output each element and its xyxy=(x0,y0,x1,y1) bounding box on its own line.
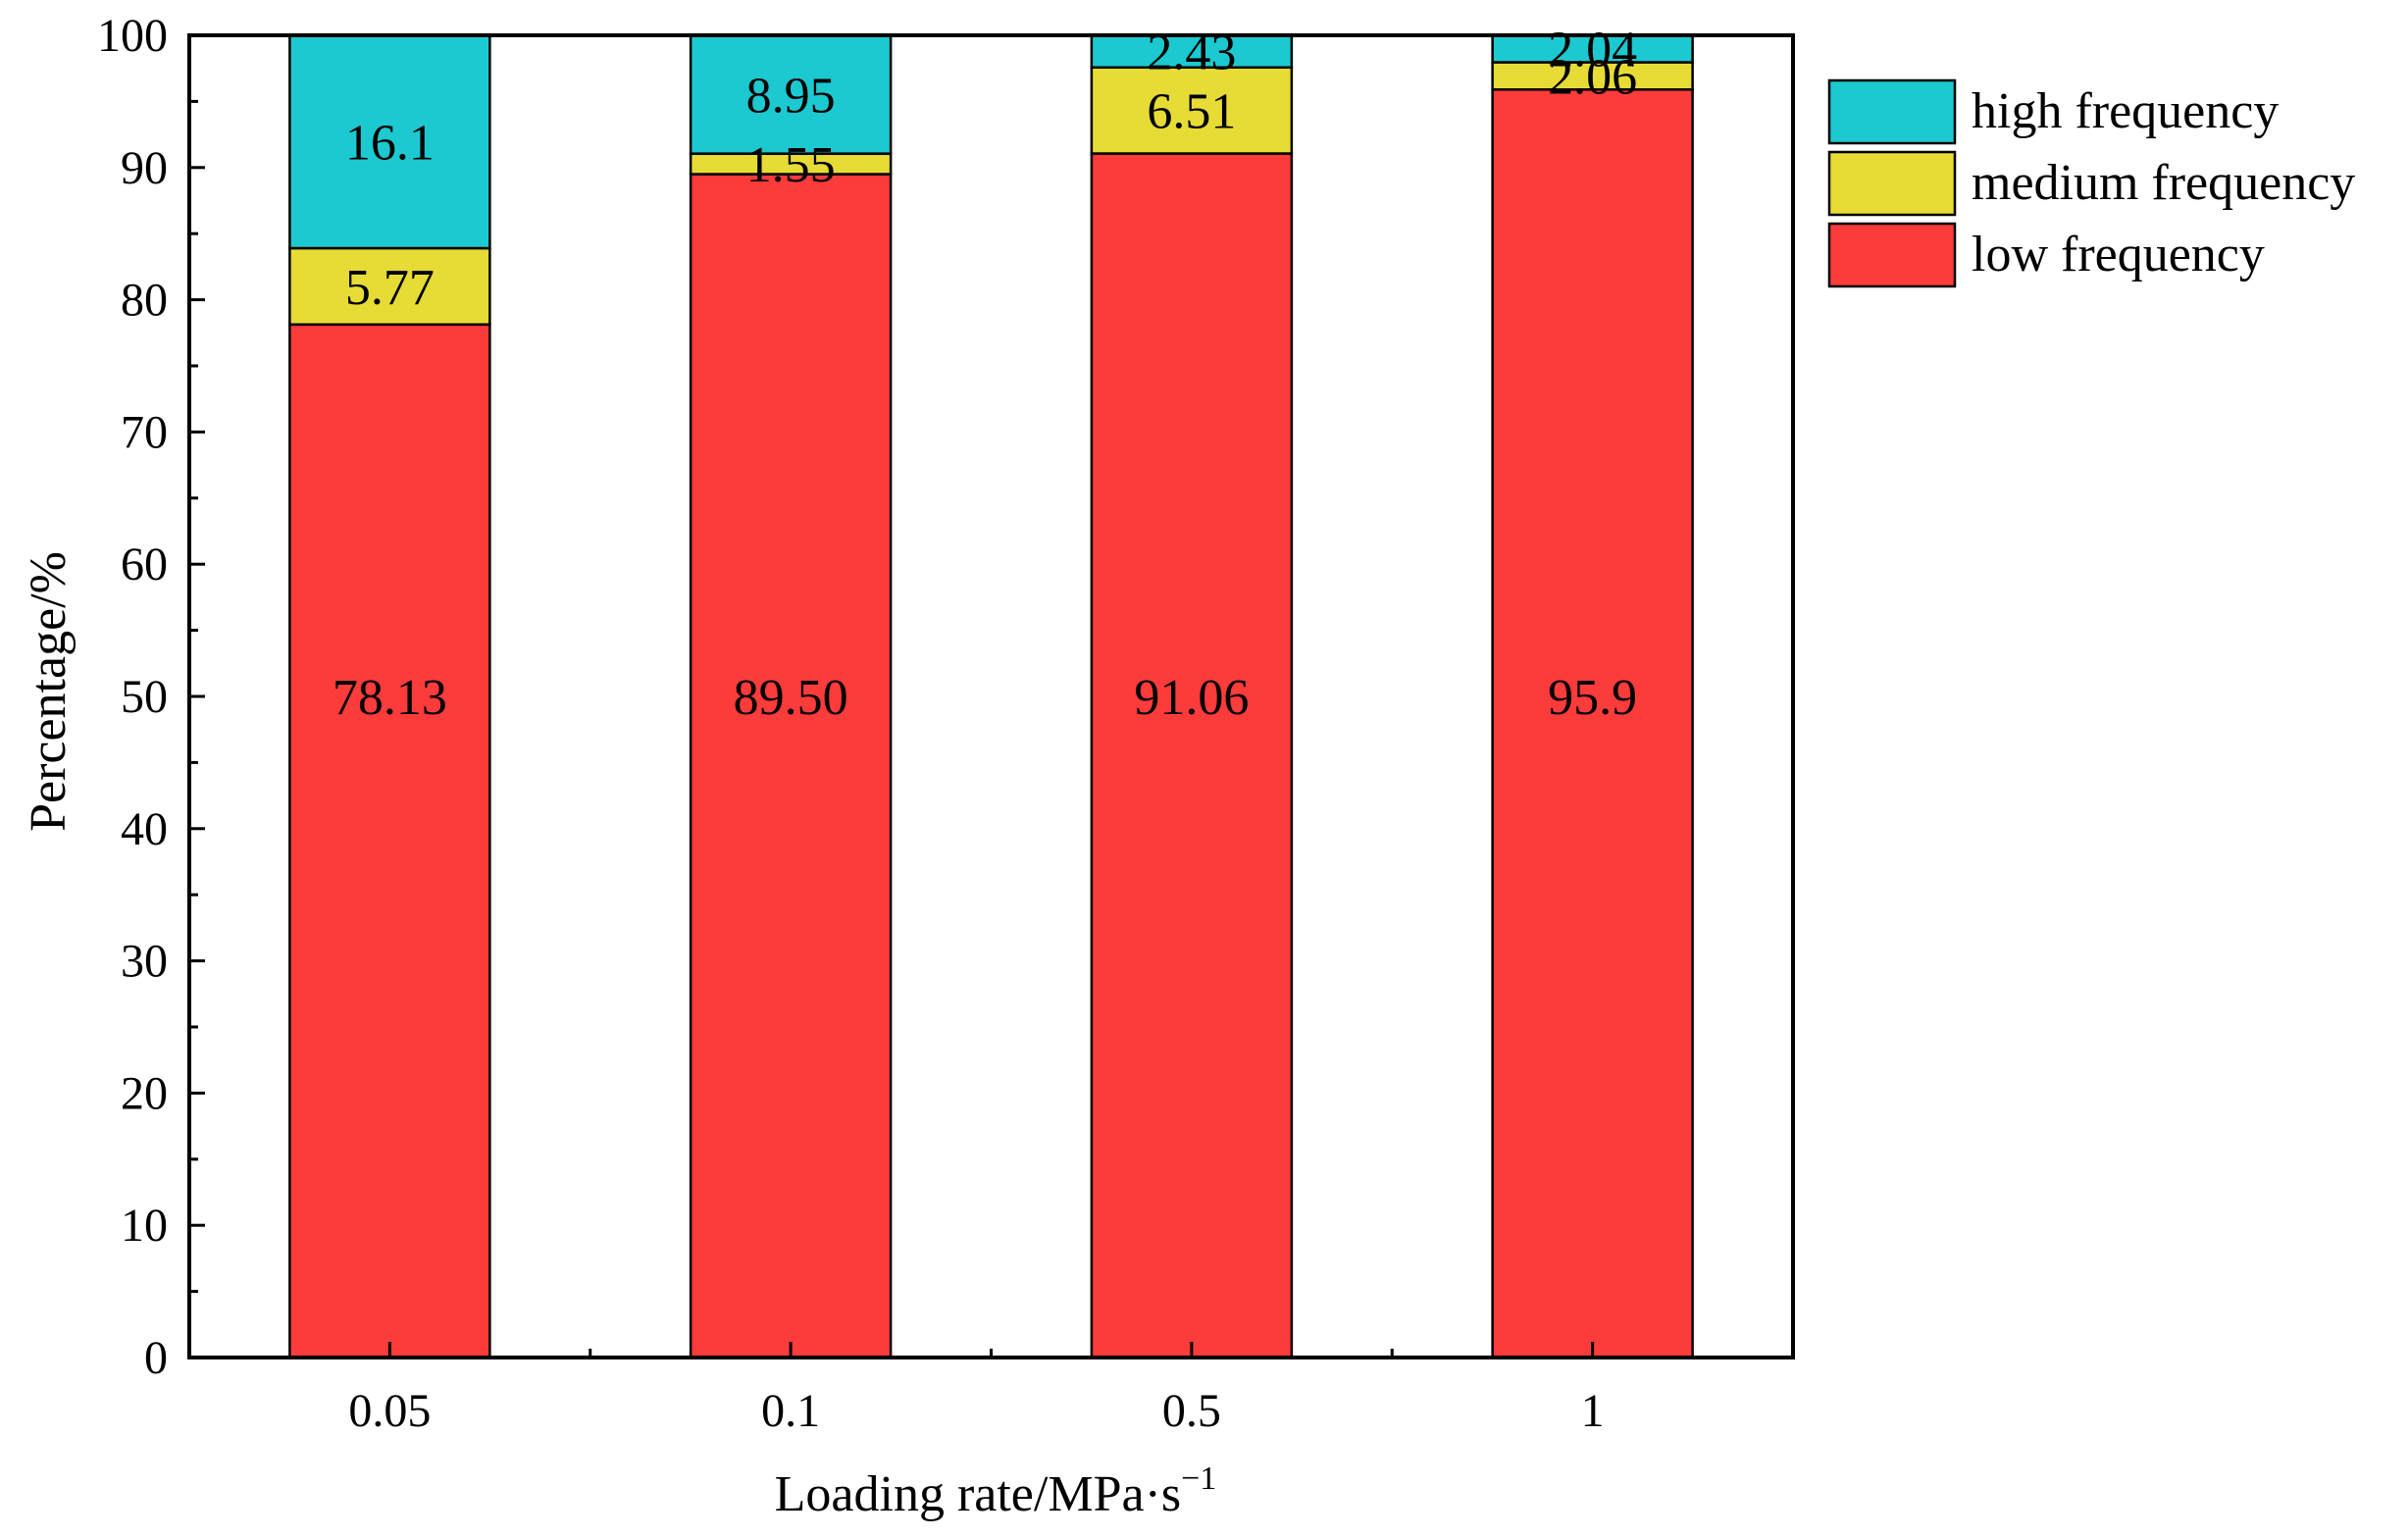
legend-label: low frequency xyxy=(1972,227,2265,282)
legend: high frequency medium frequency low freque… xyxy=(1827,78,2355,288)
bar-value-label: 95.9 xyxy=(1548,670,1637,726)
x-axis-title: Loading rate/MPa·s−1 xyxy=(775,1461,1217,1522)
bar-value-label: 2.06 xyxy=(1548,49,1637,105)
y-tick-label: 10 xyxy=(121,1200,168,1252)
x-axis-title-exponent: −1 xyxy=(1181,1461,1216,1497)
y-tick-label: 60 xyxy=(121,538,168,590)
bar-segment-high-frequency xyxy=(288,33,491,250)
bar-value-label: 78.13 xyxy=(333,670,447,726)
bar-segment-high-frequency xyxy=(689,33,893,155)
bar-value-label: 5.77 xyxy=(345,260,435,316)
y-tick-label: 100 xyxy=(97,10,168,62)
y-tick-label: 50 xyxy=(121,671,168,723)
bar-value-label: 91.06 xyxy=(1134,670,1249,726)
x-tick-label: 0.05 xyxy=(348,1385,431,1437)
y-tick-label: 30 xyxy=(121,936,168,988)
bar-value-label: 16.1 xyxy=(345,116,435,172)
x-axis-title-main: Loading rate/MPa·s xyxy=(775,1466,1181,1522)
bar-value-label: 2.43 xyxy=(1147,25,1236,80)
bar-value-label: 2.04 xyxy=(1548,23,1637,78)
bar-segment-low-frequency xyxy=(689,173,893,1359)
legend-label: high frequency xyxy=(1972,83,2279,139)
legend-swatch-medium-frequency xyxy=(1827,150,1957,217)
y-tick-label: 90 xyxy=(121,142,168,194)
bar-value-label: 89.50 xyxy=(734,670,848,726)
y-tick-label: 40 xyxy=(121,803,168,855)
x-tick-label: 0.5 xyxy=(1162,1385,1221,1437)
x-tick-label: 1 xyxy=(1581,1385,1605,1437)
y-axis-title: Percentage/% xyxy=(21,551,77,832)
legend-label: medium frequency xyxy=(1972,155,2355,211)
y-tick-label: 20 xyxy=(121,1067,168,1119)
bar-labels-layer: 78.13 5.77 16.1 89.50 1.55 8.95 91.06 6.512.43 9… xyxy=(333,23,1637,726)
bar-segment-medium-frequency xyxy=(1090,66,1294,155)
y-axis: 0 10 20 30 40 50 60 70 80 90 100 xyxy=(97,10,205,1384)
bar-value-label: 8.95 xyxy=(746,68,836,124)
bar-value-label: 1.55 xyxy=(746,137,836,193)
x-axis: 0.05 0.1 0.5 1 xyxy=(348,1342,1605,1437)
bar-segment-low-frequency xyxy=(1090,152,1294,1359)
legend-swatch-high-frequency xyxy=(1827,78,1957,145)
legend-swatch-low-frequency xyxy=(1827,222,1957,288)
bar-segment-medium-frequency xyxy=(1491,61,1694,91)
y-tick-label: 70 xyxy=(121,406,168,458)
bar-segment-low-frequency xyxy=(288,323,491,1359)
y-tick-label: 0 xyxy=(144,1332,168,1384)
bars-layer xyxy=(288,33,1694,1359)
bar-value-label: 6.51 xyxy=(1147,84,1236,140)
bar-segment-medium-frequency xyxy=(288,246,491,327)
y-tick-label: 80 xyxy=(121,275,168,327)
x-tick-label: 0.1 xyxy=(761,1385,820,1437)
